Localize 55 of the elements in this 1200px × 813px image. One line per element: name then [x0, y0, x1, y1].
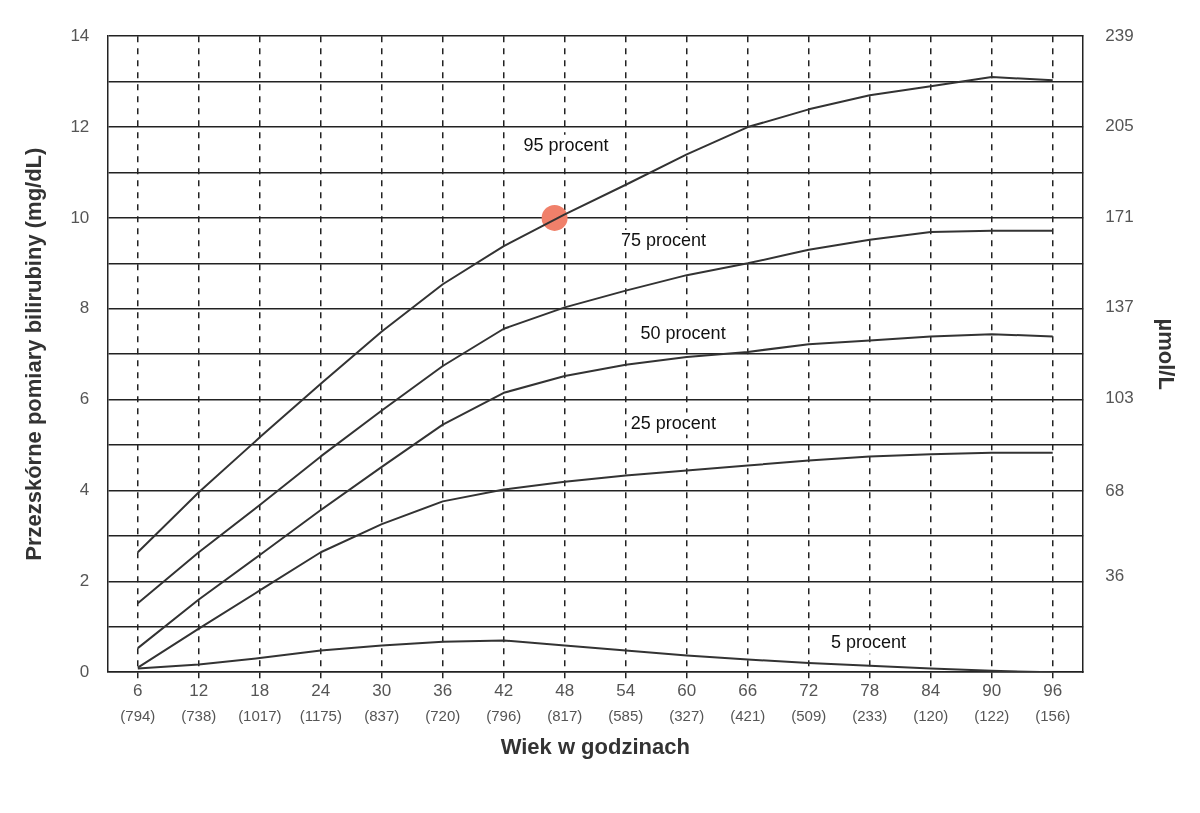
x-tick-label: 30: [372, 681, 392, 701]
text: (120): [913, 707, 949, 725]
text: (796): [486, 707, 522, 725]
x-tick-label: 6: [133, 681, 143, 701]
x-tick-label: 72: [799, 681, 819, 701]
x-tick-label: 66: [738, 681, 758, 701]
x-tick-label: 84: [921, 681, 941, 701]
text: (585): [608, 707, 644, 725]
text: (421): [730, 707, 766, 725]
y-tick-label: 12: [70, 116, 90, 136]
y2-tick-label: 137: [1105, 297, 1134, 317]
series-label: 95 procent: [523, 134, 609, 155]
x-tick-label: 48: [555, 681, 575, 701]
text: (233): [852, 707, 888, 725]
x-tick-label: 60: [677, 681, 697, 701]
x-tick-label: 96: [1043, 681, 1063, 701]
x-tick-label: 54: [616, 681, 636, 701]
x-tick-label: 42: [494, 681, 514, 701]
x-tick-label: 18: [250, 681, 270, 701]
y2-axis-title: µmol/L: [1153, 318, 1179, 390]
y-tick-label: 6: [79, 389, 90, 409]
y-tick-label: 0: [79, 661, 90, 681]
text: (1175): [299, 707, 342, 725]
y2-tick-label: 205: [1105, 116, 1134, 136]
text: (738): [181, 707, 217, 725]
y-tick-label: 10: [70, 207, 90, 227]
y-tick-label: 14: [70, 25, 90, 45]
y-axis-title: Przezskórne pomiary bilirubiny (mg/dL): [21, 147, 47, 561]
x-axis-title: Wiek w godzinach: [500, 733, 690, 759]
text: (509): [791, 707, 827, 725]
series-label: 75 procent: [621, 229, 707, 250]
y-tick-label: 8: [79, 298, 90, 318]
y-tick-label: 4: [79, 480, 90, 500]
y2-tick-label: 103: [1105, 387, 1134, 407]
text: (1017): [238, 707, 282, 725]
text: (837): [364, 707, 400, 725]
series-label: 25 procent: [630, 412, 716, 433]
y-tick-label: 2: [79, 571, 90, 591]
x-tick-label: 36: [433, 681, 453, 701]
text: (327): [669, 707, 705, 725]
x-tick-label: 12: [189, 681, 209, 701]
series-label: 50 procent: [640, 323, 726, 344]
x-tick-label: 90: [982, 681, 1002, 701]
text: (122): [974, 707, 1010, 725]
x-tick-label: 24: [311, 681, 331, 701]
x-tick-label: 78: [860, 681, 880, 701]
text: (156): [1035, 707, 1071, 725]
text: (720): [425, 707, 461, 725]
y2-tick-label: 36: [1105, 566, 1125, 586]
text: (817): [547, 707, 583, 725]
text: (794): [120, 707, 156, 725]
y2-tick-label: 171: [1105, 206, 1134, 226]
y2-tick-label: 68: [1105, 480, 1125, 500]
y2-tick-label: 239: [1105, 25, 1134, 45]
series-label: 5 procent: [831, 631, 907, 652]
